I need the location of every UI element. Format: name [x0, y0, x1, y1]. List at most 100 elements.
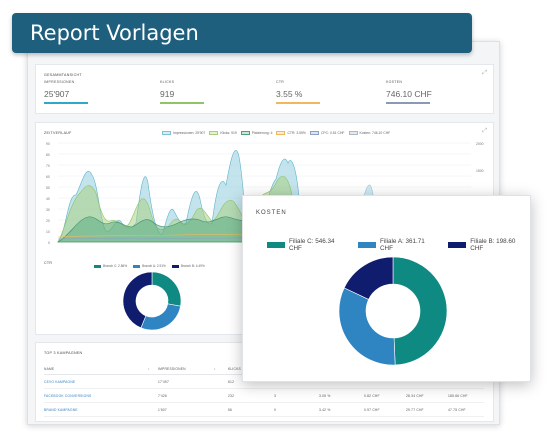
legend-item-placement[interactable]: Platzierung: 4	[240, 131, 273, 135]
cell-cost-per-conv: 28.34 CHF	[406, 393, 424, 398]
cell-clicks: 612	[228, 379, 235, 384]
cell-clicks: 232	[228, 393, 235, 398]
legend-label: Kosten: 746.10 CHF	[359, 131, 391, 135]
cell-clicks: 56	[228, 407, 233, 412]
metric-underline	[386, 102, 430, 104]
y-tick: 40	[46, 197, 50, 201]
ctr-legend: Branch C: 2.86% Branch A: 2.91% Branch B…	[94, 264, 205, 268]
legend-label: Branch B: 4.49%	[180, 264, 205, 268]
sort-icon[interactable]: ↕	[214, 366, 216, 371]
y-tick: 30	[46, 208, 50, 212]
metric-underline	[44, 102, 88, 104]
metric-ctr: CTR 3.55 %	[276, 80, 366, 104]
campaign-name[interactable]: FACEBOOK CONVERSIONS	[44, 393, 92, 398]
legend-swatch	[309, 131, 319, 135]
kosten-legend-item-b[interactable]: Filiale B: 198.60 CHF	[448, 238, 530, 252]
legend-swatch	[348, 131, 358, 135]
kosten-legend-item-a[interactable]: Filiale A: 361.71 CHF	[358, 238, 439, 252]
legend-label: Klicks: 919	[220, 131, 237, 135]
slice-branch-a[interactable]	[140, 303, 181, 331]
kosten-legend-item-c[interactable]: Filiale C: 546.34 CHF	[267, 238, 349, 252]
page-title-banner: Report Vorlagen	[12, 13, 472, 53]
expand-icon[interactable]: ⤢	[482, 128, 487, 134]
metric-value: 25'907	[44, 89, 70, 99]
metric-value: 3.55 %	[276, 89, 303, 99]
metric-label: KLICKS	[160, 80, 175, 84]
legend-label: Platzierung: 4	[251, 131, 273, 135]
y-tick: 50	[46, 186, 50, 190]
slice-filiale-a[interactable]	[338, 287, 396, 366]
y2-tick: 1500	[476, 169, 484, 173]
campaign-name[interactable]: BRAND KAMPAGNE	[44, 407, 78, 412]
legend-label: Filiale B: 198.60 CHF	[470, 238, 516, 252]
cell-impressions: 7'426	[158, 393, 167, 398]
col-header-clicks[interactable]: KLICKS	[228, 366, 241, 371]
cell-conversions: 3	[274, 393, 277, 398]
cell-cost: 185.66 CHF	[448, 393, 468, 398]
kosten-title: KOSTEN	[256, 210, 287, 216]
legend-item-ctr[interactable]: CTR: 3.55%	[276, 131, 306, 135]
y-tick: 60	[46, 175, 50, 179]
legend-swatch	[267, 242, 285, 248]
metric-underline	[276, 102, 320, 104]
legend-item-clicks[interactable]: Klicks: 919	[209, 131, 237, 135]
legend-swatch	[358, 242, 376, 248]
timeline-title: ZEITVERLAUF	[44, 131, 72, 135]
kosten-chart-card: KOSTEN Filiale C: 546.34 CHF Filiale A: …	[242, 195, 531, 382]
cell-cpc: 0.97 CHF	[364, 407, 380, 412]
metric-value: 746.10 CHF	[386, 89, 432, 99]
slice-branch-b[interactable]	[122, 271, 153, 329]
legend-label: CPC: 0.81 CHF	[320, 131, 345, 135]
y-tick: 80	[46, 153, 50, 157]
legend-item-cost[interactable]: Kosten: 746.10 CHF	[348, 131, 391, 135]
timeline-legend: Impressionen: 25'907 Klicks: 919 Platzie…	[162, 131, 390, 135]
kosten-donut-chart	[338, 256, 448, 366]
campaign-name[interactable]: CEVO KAMPAGNE	[44, 379, 76, 384]
metric-clicks: KLICKS 919	[160, 80, 250, 104]
cell-ctr: 3.42 %	[319, 407, 331, 412]
table-row[interactable]: CEVO KAMPAGNE 17'497 612	[44, 375, 484, 389]
col-header-impressions[interactable]: IMPRESSIONEN	[158, 366, 186, 371]
legend-item-cpc[interactable]: CPC: 0.81 CHF	[309, 131, 345, 135]
legend-swatch	[448, 242, 467, 248]
ctr-title: CTR	[44, 261, 53, 265]
slice-filiale-c[interactable]	[392, 256, 448, 366]
legend-swatch	[240, 131, 250, 135]
ctr-donut-chart	[122, 271, 182, 331]
legend-label: Branch A: 2.91%	[142, 264, 166, 268]
cell-cpc: 0.82 CHF	[364, 393, 380, 398]
sort-icon[interactable]: ↕	[148, 366, 150, 371]
legend-swatch	[162, 131, 171, 135]
legend-label: Branch C: 2.86%	[103, 264, 128, 268]
ctr-legend-item[interactable]: Branch C: 2.86%	[94, 264, 127, 268]
ctr-legend-item[interactable]: Branch A: 2.91%	[133, 264, 166, 268]
y-tick: 70	[46, 164, 50, 168]
ctr-legend-item[interactable]: Branch B: 4.49%	[171, 264, 205, 268]
slice-filiale-b[interactable]	[343, 256, 394, 300]
legend-label: Filiale C: 546.34 CHF	[288, 238, 335, 252]
y-tick: 10	[46, 230, 50, 234]
metric-impressions: IMPRESSIONEN 25'907	[44, 80, 134, 104]
legend-label: CTR: 3.55%	[287, 131, 306, 135]
kosten-legend: Filiale C: 546.34 CHF Filiale A: 361.71 …	[267, 238, 530, 252]
summary-card: GESAMMTANSICHT ⤢ IMPRESSIONEN 25'907 KLI…	[35, 64, 494, 114]
legend-swatch	[276, 131, 286, 135]
page-title: Report Vorlagen	[30, 21, 199, 45]
legend-swatch	[209, 131, 219, 135]
y2-tick: 2000	[476, 142, 484, 146]
y-tick: 20	[46, 219, 50, 223]
expand-icon[interactable]: ⤢	[482, 70, 487, 76]
table-row[interactable]: BRAND KAMPAGNE 1'607 56 0 3.42 % 0.97 CH…	[44, 403, 484, 417]
y-tick: 0	[48, 241, 50, 245]
legend-label: Filiale A: 361.71 CHF	[379, 238, 425, 252]
legend-item-impressions[interactable]: Impressionen: 25'907	[162, 131, 205, 135]
cell-impressions: 1'607	[158, 407, 167, 412]
legend-swatch	[171, 264, 179, 268]
table-row[interactable]: FACEBOOK CONVERSIONS 7'426 232 3 3.05 % …	[44, 389, 484, 403]
metric-label: CTR	[276, 80, 285, 84]
y-tick: 90	[46, 142, 50, 146]
col-header-name[interactable]: NAME	[44, 366, 55, 371]
cell-impressions: 17'497	[158, 379, 169, 384]
metric-cost: KOSTEN 746.10 CHF	[386, 80, 476, 104]
slice-branch-c[interactable]	[151, 271, 182, 307]
